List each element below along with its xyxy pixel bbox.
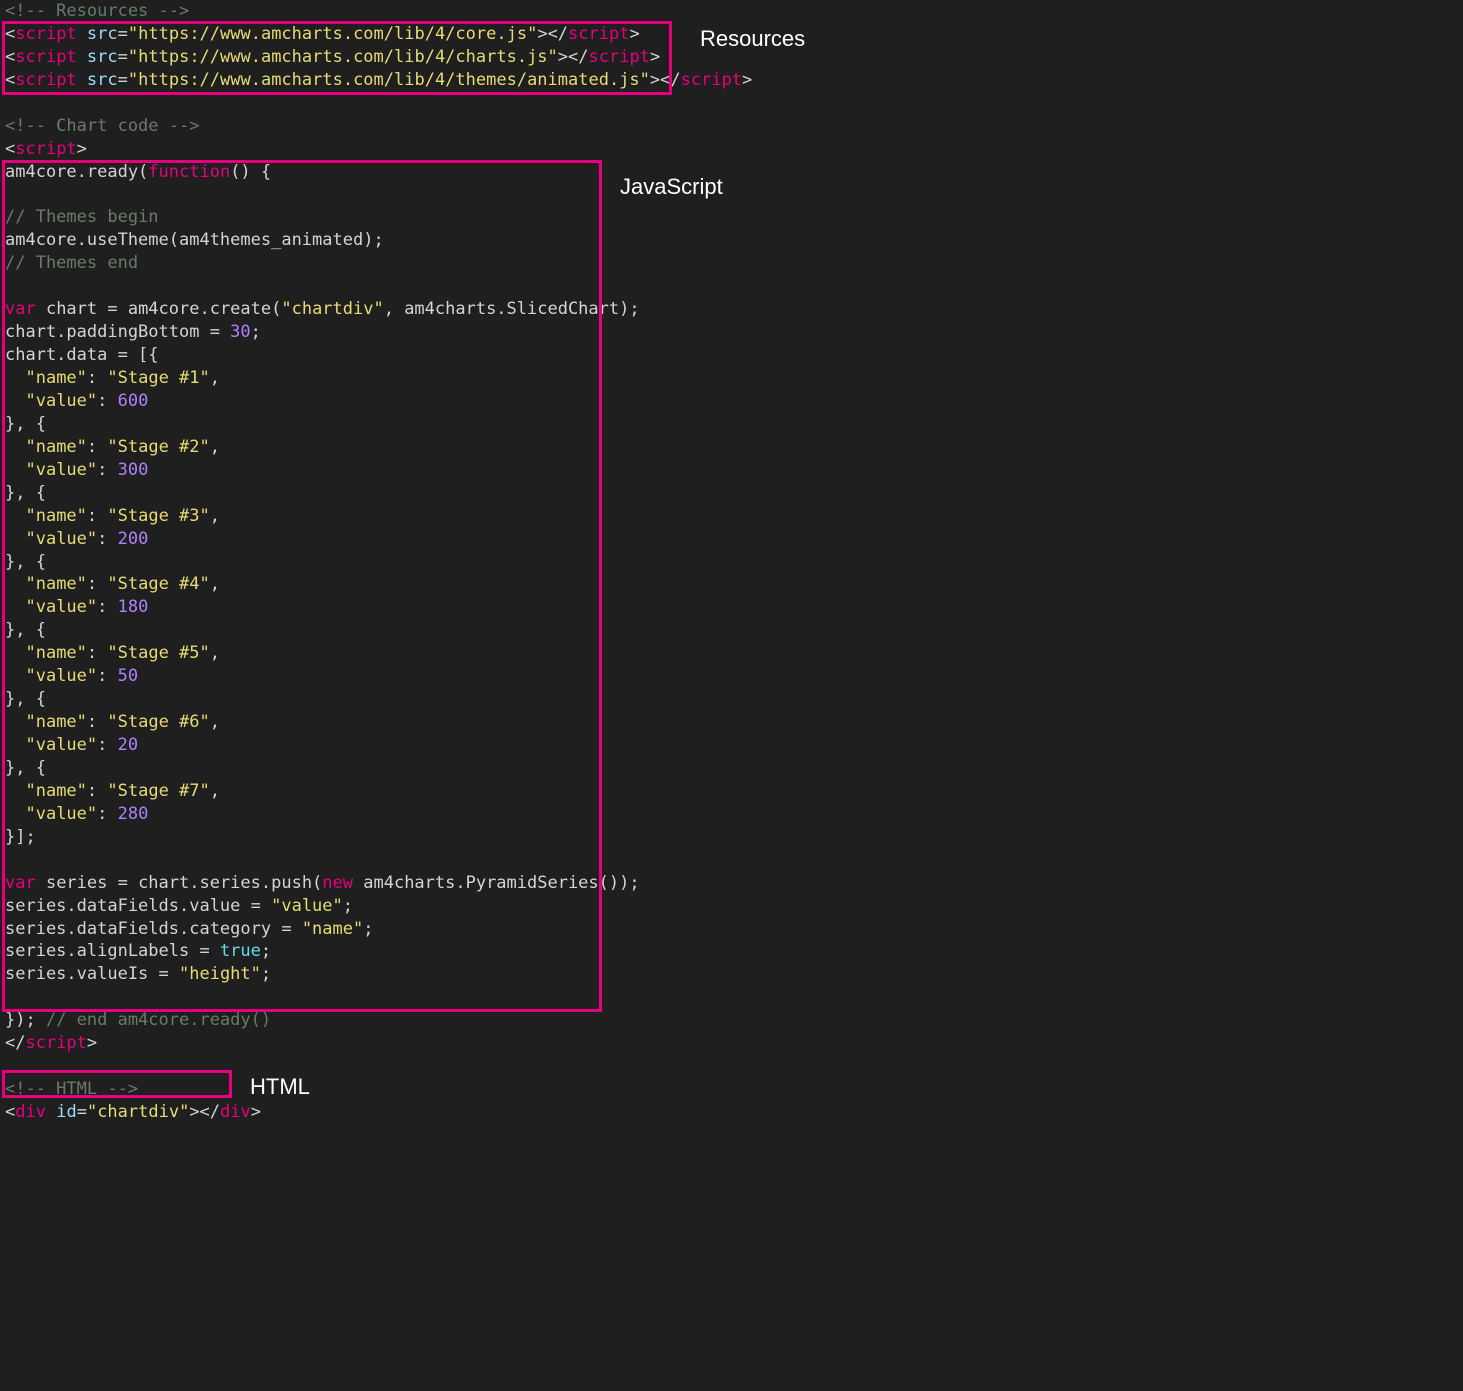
code-line: series.valueIs = "height"; — [5, 964, 271, 984]
code-line: }, { — [5, 414, 46, 434]
code-line: }]; — [5, 827, 36, 847]
code-line: "value": 600 — [5, 391, 148, 411]
code-line: "name": "Stage #4", — [5, 574, 220, 594]
code-line: "name": "Stage #1", — [5, 368, 220, 388]
caption-html: HTML — [250, 1072, 310, 1102]
script-open-tag: <script> — [5, 139, 87, 159]
script-tag-line: <script src="https://www.amcharts.com/li… — [5, 47, 660, 67]
code-line: series.dataFields.value = "value"; — [5, 896, 353, 916]
code-line: // Themes end — [5, 253, 138, 273]
code-line: chart.paddingBottom = 30; — [5, 322, 261, 342]
code-line: }, { — [5, 552, 46, 572]
code-line: // Themes begin — [5, 207, 159, 227]
code-line: chart.data = [{ — [5, 345, 159, 365]
code-line: var series = chart.series.push(new am4ch… — [5, 873, 640, 893]
code-line: "name": "Stage #3", — [5, 506, 220, 526]
code-line: "value": 280 — [5, 804, 148, 824]
code-line: "name": "Stage #2", — [5, 437, 220, 457]
html-div-line: <div id="chartdiv"></div> — [5, 1102, 261, 1122]
comment-chartcode: <!-- Chart code --> — [5, 116, 199, 136]
code-line: series.alignLabels = true; — [5, 941, 271, 961]
code-line: var chart = am4core.create("chartdiv", a… — [5, 299, 640, 319]
code-line: "value": 50 — [5, 666, 138, 686]
script-close-tag: </script> — [5, 1033, 97, 1053]
comment-resources: <!-- Resources --> — [5, 1, 189, 21]
code-line: series.dataFields.category = "name"; — [5, 919, 373, 939]
script-tag-line: <script src="https://www.amcharts.com/li… — [5, 70, 752, 90]
code-line: "value": 20 — [5, 735, 138, 755]
code-line: "value": 180 — [5, 597, 148, 617]
caption-javascript: JavaScript — [620, 172, 723, 202]
code-line: "name": "Stage #5", — [5, 643, 220, 663]
code-line: }, { — [5, 758, 46, 778]
code-line: am4core.useTheme(am4themes_animated); — [5, 230, 384, 250]
caption-resources: Resources — [700, 24, 805, 54]
code-line: "name": "Stage #7", — [5, 781, 220, 801]
code-line: "value": 300 — [5, 460, 148, 480]
comment-html: <!-- HTML --> — [5, 1079, 138, 1099]
code-line: "value": 200 — [5, 529, 148, 549]
code-line: am4core.ready(function() { — [5, 162, 271, 182]
code-line: "name": "Stage #6", — [5, 712, 220, 732]
code-line: }); // end am4core.ready() — [5, 1010, 271, 1030]
script-tag-line: <script src="https://www.amcharts.com/li… — [5, 24, 640, 44]
code-line: }, { — [5, 620, 46, 640]
code-line: }, { — [5, 689, 46, 709]
code-line: }, { — [5, 483, 46, 503]
code-block: <!-- Resources --> <script src="https://… — [0, 0, 1463, 1124]
